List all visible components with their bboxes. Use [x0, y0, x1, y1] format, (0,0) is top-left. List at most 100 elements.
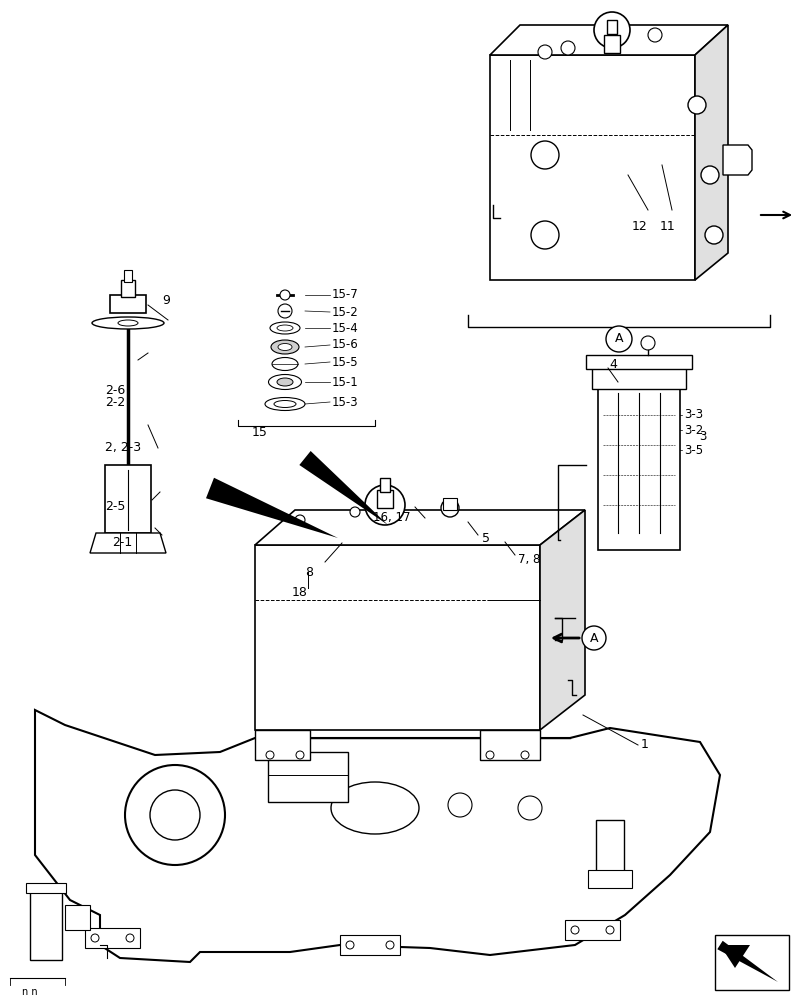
- Text: 11: 11: [659, 220, 675, 232]
- Text: 15-6: 15-6: [332, 338, 358, 352]
- Circle shape: [345, 941, 353, 949]
- Polygon shape: [479, 730, 540, 760]
- Circle shape: [530, 221, 558, 249]
- Text: 3: 3: [698, 430, 706, 444]
- Bar: [597, 385, 679, 550]
- Ellipse shape: [277, 378, 292, 386]
- Circle shape: [593, 12, 630, 48]
- Polygon shape: [255, 510, 585, 545]
- Text: 18: 18: [291, 585, 308, 598]
- Polygon shape: [716, 941, 777, 982]
- Text: 1: 1: [640, 738, 648, 752]
- Circle shape: [126, 934, 134, 942]
- Text: 3-2: 3-2: [683, 424, 703, 436]
- Ellipse shape: [277, 325, 292, 331]
- Circle shape: [150, 790, 200, 840]
- Text: A: A: [589, 632, 597, 645]
- Circle shape: [530, 141, 558, 169]
- Text: 2, 2-3: 2, 2-3: [105, 440, 141, 454]
- Ellipse shape: [92, 317, 164, 329]
- Polygon shape: [489, 55, 694, 280]
- Polygon shape: [206, 478, 337, 538]
- Circle shape: [485, 751, 493, 759]
- Circle shape: [365, 485, 405, 525]
- Bar: [267, 752, 348, 802]
- Polygon shape: [540, 510, 585, 730]
- Text: 2-2: 2-2: [105, 396, 125, 410]
- Text: 8: 8: [304, 566, 312, 578]
- Bar: [110, 295, 146, 313]
- Circle shape: [605, 326, 631, 352]
- Circle shape: [124, 765, 225, 865]
- Circle shape: [560, 41, 574, 55]
- Polygon shape: [299, 451, 388, 525]
- Bar: [585, 355, 691, 369]
- Bar: [377, 490, 393, 508]
- Ellipse shape: [271, 340, 299, 354]
- Ellipse shape: [118, 320, 138, 326]
- Circle shape: [647, 28, 661, 42]
- Bar: [603, 35, 619, 53]
- Bar: [124, 270, 132, 282]
- Circle shape: [295, 515, 304, 525]
- Text: 15-5: 15-5: [332, 356, 358, 368]
- Bar: [606, 20, 616, 34]
- Circle shape: [517, 796, 541, 820]
- Ellipse shape: [265, 397, 304, 410]
- Text: 16, 17: 16, 17: [373, 510, 410, 524]
- Polygon shape: [719, 945, 749, 968]
- Polygon shape: [65, 905, 90, 930]
- Circle shape: [279, 290, 290, 300]
- Text: 9: 9: [161, 294, 169, 306]
- Bar: [105, 465, 151, 533]
- Ellipse shape: [271, 358, 298, 370]
- Circle shape: [640, 336, 654, 350]
- Polygon shape: [489, 25, 727, 55]
- Text: 3-5: 3-5: [683, 444, 703, 456]
- Bar: [442, 498, 456, 510]
- Text: 3-3: 3-3: [683, 408, 703, 422]
- Circle shape: [520, 751, 528, 759]
- Circle shape: [278, 304, 291, 318]
- Bar: [714, 935, 788, 990]
- Bar: [85, 928, 140, 948]
- Bar: [591, 367, 685, 389]
- Polygon shape: [35, 710, 719, 962]
- Polygon shape: [722, 145, 751, 175]
- Text: n n: n n: [22, 987, 38, 997]
- Ellipse shape: [278, 344, 291, 351]
- Circle shape: [447, 793, 471, 817]
- Circle shape: [570, 926, 578, 934]
- Circle shape: [266, 751, 274, 759]
- Bar: [565, 920, 619, 940]
- Text: 15-1: 15-1: [332, 375, 358, 388]
- Bar: [380, 478, 389, 492]
- Polygon shape: [255, 730, 310, 760]
- Circle shape: [687, 96, 705, 114]
- Text: 15-3: 15-3: [332, 395, 358, 408]
- Text: 2-5: 2-5: [105, 500, 125, 514]
- Bar: [26, 883, 66, 893]
- Circle shape: [605, 926, 613, 934]
- Ellipse shape: [274, 400, 296, 408]
- Circle shape: [296, 751, 304, 759]
- Text: 4: 4: [608, 358, 616, 370]
- Polygon shape: [90, 533, 165, 553]
- Text: 15-7: 15-7: [332, 288, 358, 302]
- Circle shape: [441, 499, 459, 517]
- Bar: [30, 890, 62, 960]
- Text: 15-4: 15-4: [332, 322, 358, 334]
- Ellipse shape: [268, 374, 301, 389]
- Circle shape: [385, 941, 393, 949]
- Ellipse shape: [270, 322, 300, 334]
- Circle shape: [704, 226, 722, 244]
- Ellipse shape: [331, 782, 418, 834]
- Text: 2-6: 2-6: [105, 383, 125, 396]
- Circle shape: [700, 166, 718, 184]
- Text: 7, 8: 7, 8: [517, 554, 540, 566]
- Bar: [587, 870, 631, 888]
- Circle shape: [91, 934, 99, 942]
- Bar: [595, 820, 623, 875]
- Polygon shape: [255, 545, 540, 730]
- Text: A: A: [614, 332, 622, 346]
